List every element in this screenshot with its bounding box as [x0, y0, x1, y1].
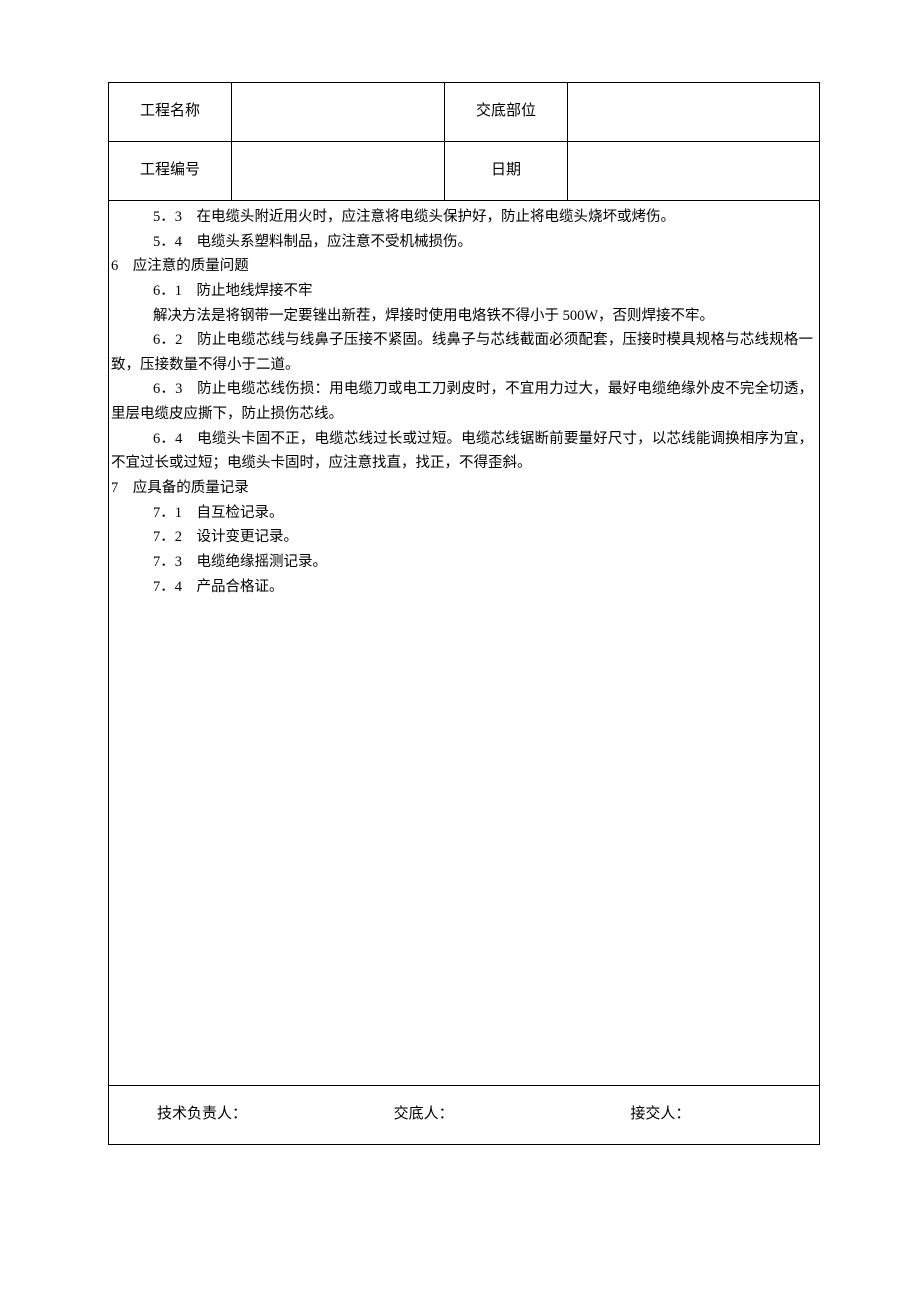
signature-receiver: 接交人：: [582, 1102, 819, 1128]
item-7-1: 7．1 自互检记录。: [111, 501, 813, 526]
label-project-number: 工程编号: [109, 142, 232, 201]
item-7-4: 7．4 产品合格证。: [111, 575, 813, 600]
item-7-3: 7．3 电缆绝缘摇测记录。: [111, 550, 813, 575]
signature-tech-lead: 技术负责人：: [109, 1102, 346, 1128]
item-6-1-detail: 解决方法是将钢带一定要锉出新茬，焊接时使用电烙铁不得小于 500W，否则焊接不牢…: [111, 304, 813, 329]
item-7-2: 7．2 设计变更记录。: [111, 525, 813, 550]
item-5-3: 5．3 在电缆头附近用火时，应注意将电缆头保护好，防止将电缆头烧坏或烤伤。: [111, 205, 813, 230]
value-date: [568, 142, 820, 201]
footer-cell: 技术负责人： 交底人： 接交人：: [109, 1086, 820, 1145]
item-6-1: 6．1 防止地线焊接不牢: [111, 279, 813, 304]
value-project-name: [232, 83, 445, 142]
content-row: 5．3 在电缆头附近用火时，应注意将电缆头保护好，防止将电缆头烧坏或烤伤。 5．…: [109, 201, 820, 1086]
label-disclosure-part: 交底部位: [445, 83, 568, 142]
label-project-name: 工程名称: [109, 83, 232, 142]
content-cell: 5．3 在电缆头附近用火时，应注意将电缆头保护好，防止将电缆头烧坏或烤伤。 5．…: [109, 201, 820, 1086]
item-6-4: 6．4 电缆头卡固不正，电缆芯线过长或过短。电缆芯线锯断前要量好尺寸，以芯线能调…: [111, 427, 813, 476]
document-table: 工程名称 交底部位 工程编号 日期 5．3 在电缆头附近用火时，应注意将电缆头保…: [108, 82, 820, 1145]
header-row-1: 工程名称 交底部位: [109, 83, 820, 142]
footer-row: 技术负责人： 交底人： 接交人：: [109, 1086, 820, 1145]
item-6-2: 6．2 防止电缆芯线与线鼻子压接不紧固。线鼻子与芯线截面必须配套，压接时模具规格…: [111, 328, 813, 377]
header-row-2: 工程编号 日期: [109, 142, 820, 201]
signature-discloser: 交底人：: [346, 1102, 583, 1128]
section-7: 7 应具备的质量记录: [111, 476, 813, 501]
item-5-4: 5．4 电缆头系塑料制品，应注意不受机械损伤。: [111, 230, 813, 255]
page: 工程名称 交底部位 工程编号 日期 5．3 在电缆头附近用火时，应注意将电缆头保…: [0, 0, 920, 1302]
content-body: 5．3 在电缆头附近用火时，应注意将电缆头保护好，防止将电缆头烧坏或烤伤。 5．…: [109, 205, 815, 599]
value-disclosure-part: [568, 83, 820, 142]
item-6-3: 6．3 防止电缆芯线伤损：用电缆刀或电工刀剥皮时，不宜用力过大，最好电缆绝缘外皮…: [111, 377, 813, 426]
signature-line: 技术负责人： 交底人： 接交人：: [109, 1086, 819, 1144]
value-project-number: [232, 142, 445, 201]
label-date: 日期: [445, 142, 568, 201]
section-6: 6 应注意的质量问题: [111, 254, 813, 279]
